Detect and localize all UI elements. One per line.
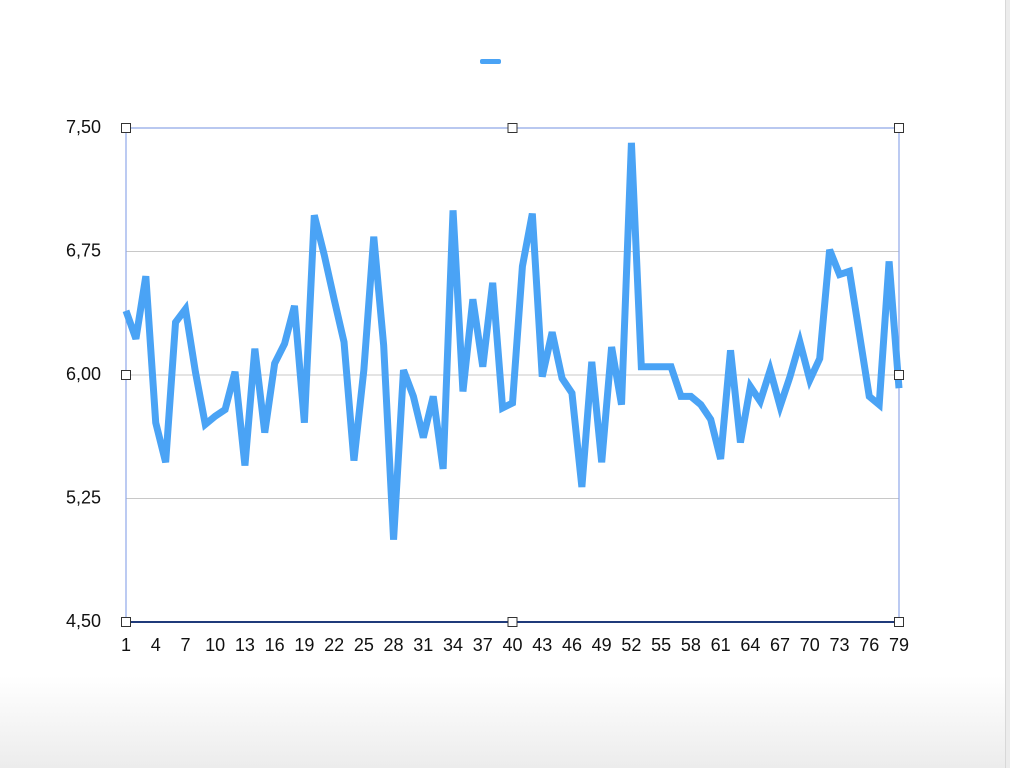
x-tick-label: 31 (413, 635, 433, 655)
x-tick-label: 55 (651, 635, 671, 655)
x-tick-label: 13 (235, 635, 255, 655)
x-tick-label: 37 (473, 635, 493, 655)
y-tick-label: 5,25 (66, 487, 101, 507)
x-tick-label: 16 (265, 635, 285, 655)
x-tick-label: 52 (621, 635, 641, 655)
x-tick-label: 34 (443, 635, 463, 655)
y-tick-label: 6,75 (66, 240, 101, 260)
x-tick-label: 61 (711, 635, 731, 655)
x-tick-label: 70 (800, 635, 820, 655)
data-line (122, 142, 903, 540)
x-tick-label: 43 (532, 635, 552, 655)
x-tick-label: 40 (502, 635, 522, 655)
selection-handle (894, 370, 904, 380)
x-tick-label: 19 (294, 635, 314, 655)
x-tick-label: 4 (151, 635, 161, 655)
x-tick-label: 64 (740, 635, 760, 655)
window-edge (1005, 0, 1010, 768)
legend-swatch (480, 59, 501, 64)
x-tick-label: 67 (770, 635, 790, 655)
x-tick-label: 58 (681, 635, 701, 655)
x-tick-label: 22 (324, 635, 344, 655)
x-tick-label: 46 (562, 635, 582, 655)
y-tick-label: 6,00 (66, 364, 101, 384)
selection-handle (894, 617, 904, 627)
selection-handle (507, 617, 518, 627)
x-tick-label: 76 (859, 635, 879, 655)
x-tick-label: 25 (354, 635, 374, 655)
x-tick-label: 1 (121, 635, 131, 655)
y-tick-label: 4,50 (66, 611, 101, 631)
x-tick-label: 73 (830, 635, 850, 655)
x-tick-label: 7 (180, 635, 190, 655)
selection-handle (507, 123, 518, 133)
chart: 4,50 5,25 6,00 6,75 7,50 1 4 7 10 13 16 19 22 25 28 31 3… (66, 59, 909, 655)
x-tick-label: 10 (205, 635, 225, 655)
selection-handle (894, 123, 904, 133)
x-tick-label: 49 (592, 635, 612, 655)
x-tick-label: 28 (384, 635, 404, 655)
window-footer (0, 676, 1010, 768)
y-tick-label: 7,50 (66, 117, 101, 137)
selection-handle (121, 123, 131, 133)
selection-handle (121, 370, 131, 380)
x-tick-label: 79 (889, 635, 909, 655)
selection-handle (121, 617, 131, 627)
